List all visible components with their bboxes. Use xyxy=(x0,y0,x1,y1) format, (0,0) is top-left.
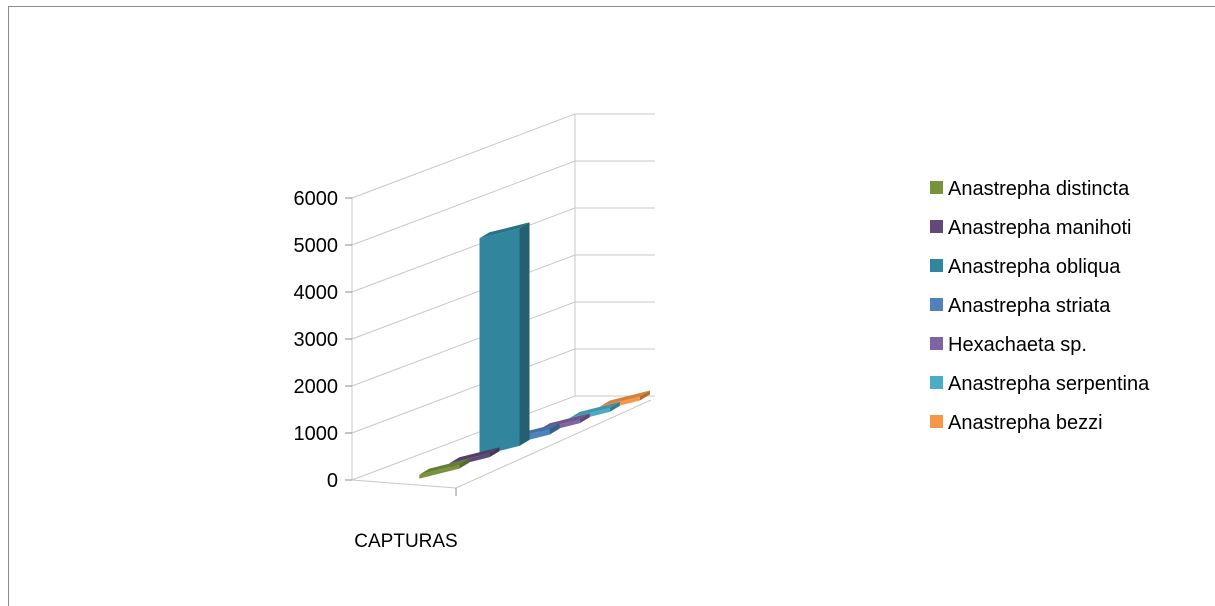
y-tick-label: 2000 xyxy=(294,376,339,398)
chart-frame xyxy=(8,6,1215,606)
bar-front-face xyxy=(479,228,520,456)
legend-item: Anastrepha distincta xyxy=(930,178,1130,200)
legend-item: Anastrepha manihoti xyxy=(930,217,1131,239)
legend-label: Anastrepha manihoti xyxy=(948,217,1131,239)
legend-label: Anastrepha bezzi xyxy=(948,412,1103,434)
bars xyxy=(419,222,650,479)
legend-swatch xyxy=(930,220,943,233)
legend-swatch xyxy=(930,337,943,350)
bar-side-face xyxy=(549,422,560,435)
x-category-label: CAPTURAS xyxy=(354,531,457,552)
bar-side-face xyxy=(639,390,650,401)
y-axis-ticks: 0 1000 2000 3000 4000 5000 6000 xyxy=(294,188,352,492)
bar-side-face xyxy=(519,222,530,446)
x-axis-categories: CAPTURAS xyxy=(354,488,458,552)
legend-swatch xyxy=(930,259,943,272)
y-tick-label: 0 xyxy=(327,470,338,492)
legend: Anastrepha distincta Anastrepha manihoti A… xyxy=(930,178,1150,434)
legend-label: Anastrepha striata xyxy=(948,295,1111,317)
bar-side-face xyxy=(609,401,620,412)
floor-right-edge xyxy=(455,399,652,489)
y-tick-label: 6000 xyxy=(294,188,339,210)
bar-top-face xyxy=(419,458,470,475)
y-tick-label: 4000 xyxy=(294,282,339,304)
legend-item: Anastrepha serpentina xyxy=(930,373,1150,395)
legend-swatch xyxy=(930,376,943,389)
bar xyxy=(419,458,470,479)
bar-side-face xyxy=(579,413,590,424)
legend-item: Hexachaeta sp. xyxy=(930,334,1087,356)
legend-label: Hexachaeta sp. xyxy=(948,334,1087,356)
legend-label: Anastrepha distincta xyxy=(948,178,1130,200)
y-tick-label: 1000 xyxy=(294,423,339,445)
chart-walls xyxy=(351,113,655,489)
legend-swatch xyxy=(930,415,943,428)
y-tick-label: 3000 xyxy=(294,329,339,351)
bar-side-face xyxy=(459,458,470,469)
bar-side-face xyxy=(489,447,500,458)
bar-top-face xyxy=(599,390,650,407)
legend-swatch xyxy=(930,298,943,311)
bar-top-face xyxy=(449,447,500,464)
bar xyxy=(479,222,530,456)
legend-item: Anastrepha obliqua xyxy=(930,256,1121,278)
bar-top-face xyxy=(479,222,530,239)
legend-label: Anastrepha obliqua xyxy=(948,256,1121,278)
legend-item: Anastrepha bezzi xyxy=(930,412,1103,434)
floor-front-edge xyxy=(351,479,457,489)
bar-front-face xyxy=(419,464,460,479)
legend-item: Anastrepha striata xyxy=(930,295,1111,317)
gridline xyxy=(351,113,655,199)
bar-top-face xyxy=(569,401,620,418)
legend-swatch xyxy=(930,181,943,194)
y-tick-label: 5000 xyxy=(294,235,339,257)
legend-label: Anastrepha serpentina xyxy=(948,373,1150,395)
